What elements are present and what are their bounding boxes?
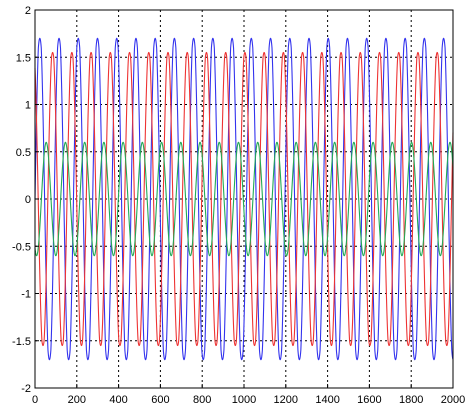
y-tick-label: 2 (25, 5, 31, 17)
x-tick-label: 2000 (441, 394, 465, 406)
x-tick-label: 400 (109, 394, 127, 406)
y-tick-label: 1 (25, 100, 31, 112)
y-tick-label: -0.5 (12, 241, 31, 253)
y-tick-label: 0 (25, 194, 31, 206)
y-tick-label: 0.5 (16, 147, 31, 159)
x-tick-label: 1200 (274, 394, 298, 406)
tick-labels: 0 200 400 600 800 1000 1200 1400 1600 1800 2000 -2 -… (12, 5, 465, 406)
x-tick-label: 200 (68, 394, 86, 406)
y-tick-label: 1.5 (16, 52, 31, 64)
y-tick-label: -1 (21, 289, 31, 301)
x-tick-label: 600 (151, 394, 169, 406)
x-tick-label: 0 (32, 394, 38, 406)
x-tick-label: 1800 (399, 394, 423, 406)
x-tick-label: 1400 (315, 394, 339, 406)
y-tick-label: -1.5 (12, 336, 31, 348)
series-line-2 (34, 51, 454, 347)
x-tick-label: 1000 (232, 394, 256, 406)
x-tick-label: 1600 (357, 394, 381, 406)
x-tick-label: 800 (193, 394, 211, 406)
axis-ticks (34, 9, 454, 389)
y-tick-label: -2 (21, 383, 31, 395)
series-lines (34, 37, 454, 361)
series-line-1 (34, 37, 454, 361)
series-line-3 (34, 141, 454, 257)
